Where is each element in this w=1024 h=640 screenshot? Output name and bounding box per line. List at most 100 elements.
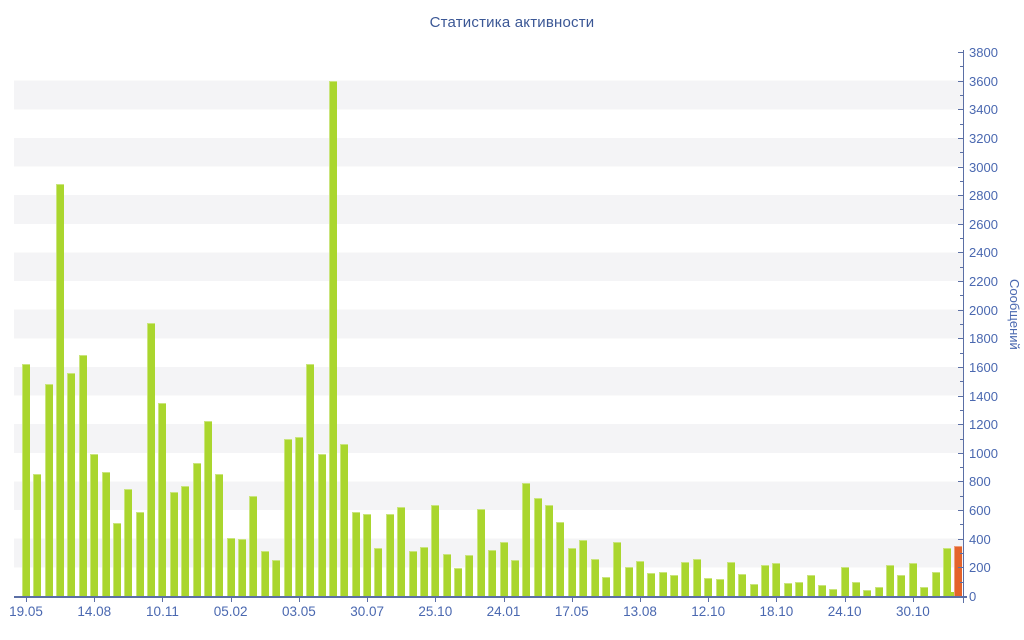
y-tick-label: 2600 [969,216,998,232]
bar [840,567,849,596]
y-tick-label: 3800 [969,45,998,60]
x-tick-label: 19.05 [9,604,43,619]
bar [465,555,474,596]
x-tick [94,598,96,602]
bar [124,489,133,596]
bar [874,586,883,596]
x-tick-label: 30.07 [350,604,384,619]
bar [147,323,156,596]
bar [908,563,917,596]
bar [78,354,87,596]
y-minor-tick [960,209,963,211]
bar [647,573,656,596]
bar [112,523,121,596]
bar [33,474,42,596]
bar [351,511,360,596]
bar [90,454,99,596]
bar [476,509,485,596]
y-axis-line [963,50,964,603]
y-major-tick [958,366,963,368]
bar [692,558,701,596]
x-tick [708,598,710,602]
y-minor-tick [960,495,963,497]
y-minor-tick [960,123,963,125]
bar [488,550,497,596]
y-minor-tick [960,152,963,154]
bar-current-period [954,545,963,596]
bar [590,558,599,596]
bar [238,538,247,596]
bar [203,420,212,596]
y-tick-label: 800 [969,474,991,490]
x-tick [912,598,914,602]
y-tick-label: 2800 [969,188,998,204]
bar [931,572,940,596]
bar [738,573,747,596]
bar [817,584,826,596]
bar [624,566,633,596]
bar [385,513,394,596]
bar [44,384,53,596]
x-tick [298,598,300,602]
y-major-tick [958,538,963,540]
bar [579,540,588,596]
y-major-tick [958,481,963,483]
y-major-tick [958,80,963,82]
x-tick [230,598,232,602]
x-tick [776,598,778,602]
y-major-tick [958,52,963,53]
y-tick-label: 600 [969,503,991,519]
bar [22,364,30,596]
bar [601,577,610,596]
bar [192,462,201,596]
y-minor-tick [960,381,963,383]
x-tick-label: 05.02 [213,604,248,619]
bars [14,52,963,596]
y-major-tick [958,596,963,597]
chart-title: Статистика активности [429,14,595,31]
x-tick [571,598,573,602]
y-minor-tick [960,238,963,240]
y-major-tick [958,195,963,197]
y-tick-label: 3400 [969,102,998,118]
bar [749,583,758,596]
y-major-tick [958,137,963,139]
bar [181,486,190,596]
y-minor-tick [960,352,963,354]
bar [613,542,622,596]
bar [442,553,451,596]
bar [556,522,565,596]
bar [340,444,349,596]
bar [67,372,76,596]
bar [681,561,690,596]
x-tick-label: 12.10 [691,604,726,619]
y-minor-tick [960,66,963,68]
x-tick-label: 03.05 [281,604,316,619]
y-minor-tick [960,581,963,583]
bar [249,495,258,596]
x-tick [367,598,369,602]
y-major-tick [958,166,963,168]
bar [283,439,292,596]
x-tick-label: 14.08 [77,604,112,619]
bar [897,575,906,596]
x-tick-label: 17.05 [554,604,589,619]
bar [56,183,65,596]
partial-green-bar [951,591,955,596]
x-tick-label: 13.08 [623,604,657,619]
y-major-tick [958,395,963,397]
y-tick-label: 0 [969,589,977,604]
y-tick-label: 200 [969,560,991,576]
y-tick-label: 3000 [969,159,998,175]
y-major-tick [958,252,963,254]
bar [306,364,315,596]
y-tick-label: 2000 [969,302,998,318]
y-minor-tick [960,438,963,440]
y-tick-label: 1200 [969,417,998,433]
bar [658,571,667,596]
bar [886,564,895,596]
bar [670,575,679,596]
bar [135,511,144,596]
y-major-tick [958,309,963,311]
y-axis-label: Сообщений [1007,279,1022,350]
